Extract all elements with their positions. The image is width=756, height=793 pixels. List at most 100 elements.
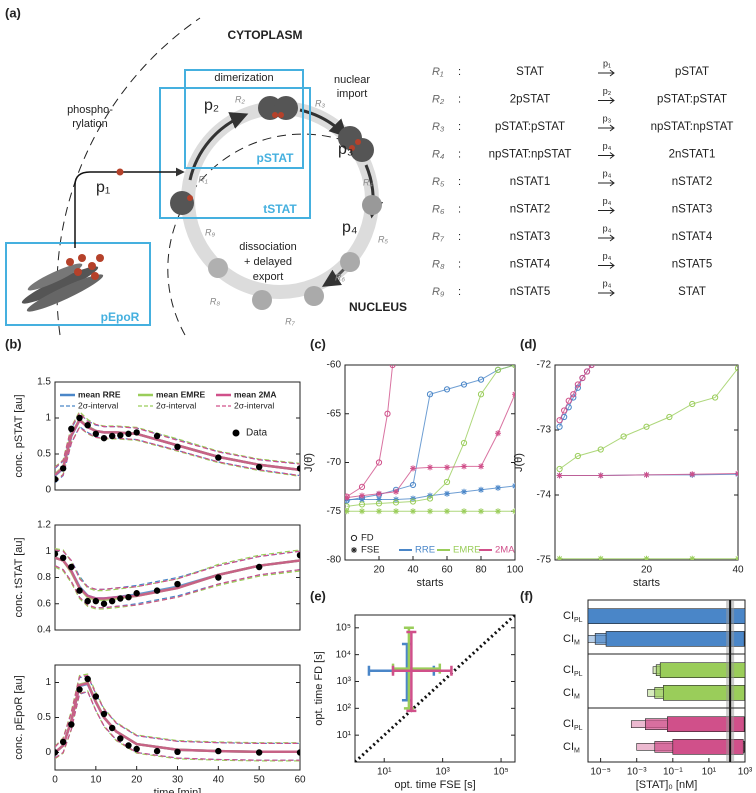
data-point [84, 597, 91, 605]
reaction-label: R₁ [198, 174, 207, 184]
legend-label: 2MA [495, 545, 515, 556]
confidence-interval [588, 608, 745, 625]
interval-line [55, 548, 300, 592]
star-marker [643, 471, 650, 478]
y-tick-label: 0 [45, 485, 51, 496]
legend-label: mean EMRE [156, 389, 205, 399]
data-point [108, 432, 116, 440]
pepor-box [5, 242, 151, 326]
circle-marker [565, 397, 572, 404]
x-tick-label: 10⁻³ [627, 767, 647, 778]
y-axis-label: opt. time FD [s] [313, 651, 325, 726]
plot-area [556, 365, 738, 560]
x-tick-label: 10³ [738, 767, 753, 778]
legend-label: 2σ-interval [234, 400, 274, 410]
circle-marker [579, 374, 586, 382]
x-tick-label: 100 [507, 565, 524, 576]
data-point [108, 597, 116, 605]
reaction-label: R₄ [363, 177, 373, 187]
data-point [174, 443, 181, 450]
parameter-label: p₃ [338, 141, 353, 158]
circle-marker [574, 381, 581, 388]
y-tick-label: 1 [45, 677, 51, 688]
x-axis-label: starts [417, 577, 444, 589]
y-axis-label: conc. tSTAT [au] [13, 537, 25, 617]
data-point [92, 693, 100, 700]
plot-area [345, 365, 515, 515]
data-point [255, 563, 263, 571]
plot-frame [54, 524, 301, 631]
star-marker [495, 430, 501, 437]
legend-label: Data [246, 428, 268, 439]
x-tick-label: 40 [732, 565, 744, 576]
circle-marker [574, 452, 581, 460]
y-range-cap [406, 630, 417, 713]
plot-frame [587, 599, 746, 763]
star-marker [410, 508, 416, 515]
panel-label: (b) [5, 336, 22, 351]
circle-marker [666, 413, 673, 421]
star-marker [444, 508, 450, 515]
x-tick-label: 10⁻⁵ [590, 767, 611, 778]
circle-marker [389, 365, 396, 369]
star-marker [427, 508, 433, 515]
legend-label: 2σ-interval [78, 400, 118, 410]
star-marker [689, 555, 696, 560]
y-axis-label: J(θ̂) [513, 453, 525, 472]
y-tick-label: 10¹ [337, 730, 352, 741]
x-tick-label: 10³ [435, 767, 450, 778]
mean-line [55, 556, 300, 600]
circle-marker [597, 446, 604, 453]
data-point [153, 747, 161, 755]
reactant: npSTAT:npSTAT [489, 149, 572, 161]
receptor [21, 254, 104, 312]
phosphorylation-arrow [74, 167, 185, 248]
plot-area [55, 410, 300, 484]
rate-parameter: p₄ [603, 278, 612, 288]
data-point [76, 686, 83, 693]
reaction-id: R₄ [432, 148, 444, 160]
reactant: nSTAT3 [510, 231, 550, 243]
stat-molecules [170, 96, 382, 310]
row-label: CI [563, 687, 574, 699]
reactant: nSTAT4 [510, 259, 551, 271]
x-tick-label: 40 [213, 775, 225, 786]
y-tick-label: -75 [537, 555, 552, 566]
plot-frame [354, 614, 516, 763]
reaction-arrow [598, 234, 615, 242]
y-tick-label: 1 [45, 546, 51, 557]
reaction-id: R₈ [432, 258, 445, 270]
process-label: export [253, 271, 284, 283]
circle-marker [477, 391, 485, 398]
x-tick-label: 50 [254, 775, 266, 786]
star-marker [597, 472, 604, 479]
circle-marker [409, 481, 417, 489]
process-label: nuclear [334, 74, 370, 86]
confidence-interval [659, 662, 745, 679]
circle-marker [712, 394, 719, 401]
panel-label: (c) [310, 336, 326, 351]
y-tick-label: 0.8 [37, 572, 51, 583]
separator: : [458, 203, 461, 215]
circle-marker [409, 498, 417, 505]
data-point [84, 675, 91, 683]
data-point [68, 721, 75, 728]
row-label-sub: PL [574, 725, 583, 732]
circle-marker [426, 391, 434, 398]
legend-label: 2σ-interval [156, 400, 196, 410]
x-tick-label: 20 [641, 565, 653, 576]
star-marker [345, 494, 350, 501]
x-tick-label: 10¹ [377, 767, 392, 778]
circle-marker [375, 500, 383, 507]
y-tick-label: -73 [537, 425, 552, 436]
circle-marker [426, 495, 434, 502]
star-marker [689, 471, 696, 478]
plot-frame [554, 364, 739, 561]
star-marker [735, 555, 738, 560]
product: nSTAT5 [672, 259, 712, 271]
data-point [296, 465, 300, 472]
reactant: pSTAT:pSTAT [495, 121, 565, 133]
y-tick-label: 0.5 [37, 712, 51, 723]
x-tick-label: 10⁵ [493, 767, 508, 778]
star-marker [359, 508, 365, 515]
